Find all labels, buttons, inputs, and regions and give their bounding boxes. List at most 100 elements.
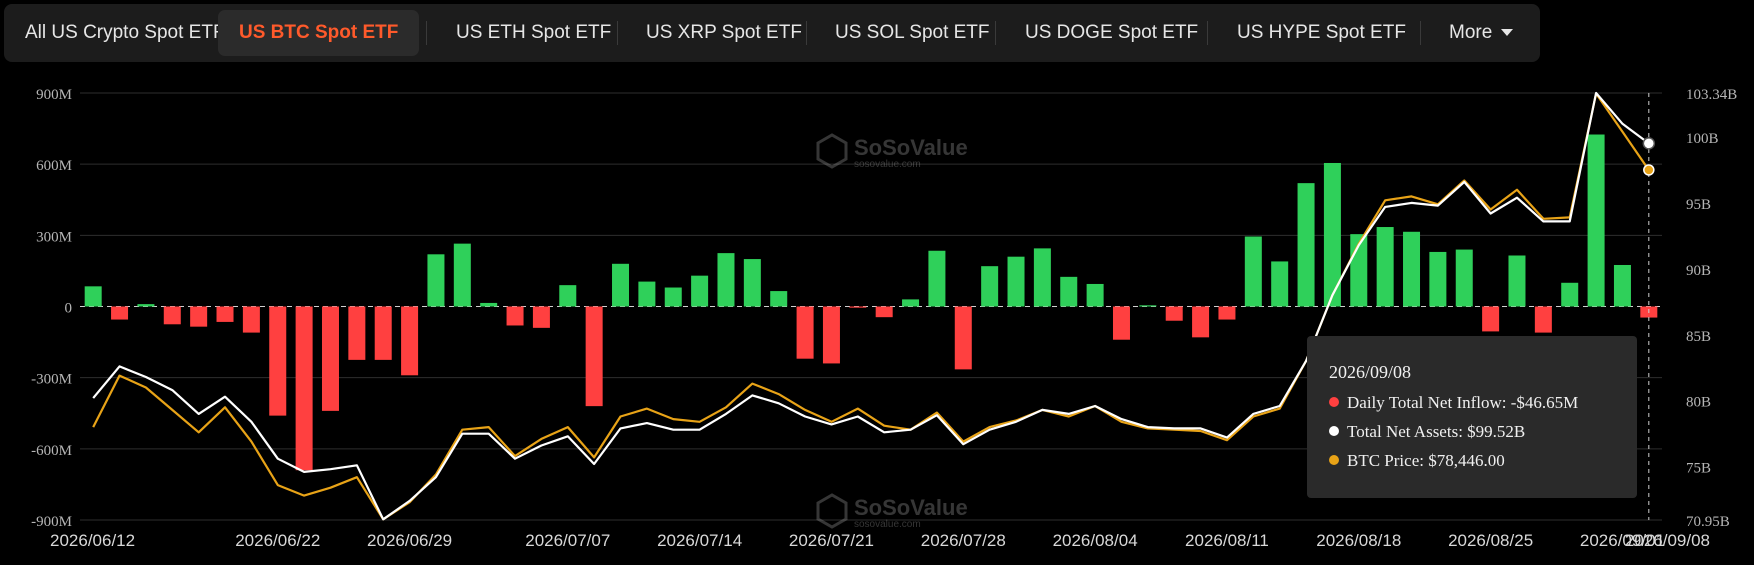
inflow-bar xyxy=(638,281,656,307)
inflow-bar xyxy=(902,299,920,307)
tab-us-eth-spot-etf[interactable]: US ETH Spot ETF xyxy=(456,22,612,43)
assets-hover-marker xyxy=(1642,137,1656,150)
inflow-bar xyxy=(981,266,999,307)
sosovalue-logo-icon xyxy=(816,493,848,529)
inflow-bar xyxy=(374,306,392,360)
left-tick-label: -600M xyxy=(31,443,72,459)
inflow-bar xyxy=(822,306,840,364)
inflow-bar xyxy=(1613,264,1631,307)
tab-divider xyxy=(1207,21,1208,45)
inflow-bar xyxy=(585,306,603,407)
right-tick-label: 75B xyxy=(1686,461,1711,477)
inflow-bar xyxy=(1033,248,1051,307)
left-tick-label: 300M xyxy=(36,229,72,245)
inflow-bar xyxy=(1587,134,1605,307)
tooltip-inflow: Daily Total Net Inflow: -$46.65M xyxy=(1347,393,1579,412)
inflow-bar xyxy=(1218,306,1236,320)
x-tick-label: 2026/07/14 xyxy=(657,531,742,550)
etf-tab-bar: All US Crypto Spot ETF US BTC Spot ETF U… xyxy=(4,4,1540,62)
right-tick-label: 70.95B xyxy=(1686,514,1730,530)
inflow-bar xyxy=(1192,306,1210,338)
inflow-bar xyxy=(1112,306,1130,340)
right-tick-label: 95B xyxy=(1686,197,1711,213)
x-tick-label: 2026/08/04 xyxy=(1053,531,1138,550)
inflow-bar xyxy=(1244,236,1262,307)
inflow-bar xyxy=(427,254,445,307)
inflow-bar xyxy=(1508,255,1526,307)
inflow-bar xyxy=(559,285,577,307)
inflow-bar xyxy=(1297,183,1315,307)
inflow-bar xyxy=(743,259,761,307)
white-dot-icon xyxy=(1329,426,1339,436)
x-tick-label: 2026/08/25 xyxy=(1448,531,1533,550)
tab-us-hype-spot-etf[interactable]: US HYPE Spot ETF xyxy=(1237,22,1406,43)
more-tab[interactable]: More xyxy=(1428,10,1534,56)
inflow-bar xyxy=(480,302,498,307)
tab-divider xyxy=(995,21,996,45)
watermark-name: SoSoValue xyxy=(854,495,968,520)
inflow-bar xyxy=(1271,261,1289,307)
inflow-bar xyxy=(348,306,366,360)
x-tick-label: 2026/06/12 xyxy=(50,531,135,550)
x-tick-label: 2026/07/07 xyxy=(525,531,610,550)
right-tick-label: 90B xyxy=(1686,263,1711,279)
sosovalue-logo-icon xyxy=(816,133,848,169)
inflow-bar xyxy=(1007,256,1025,307)
left-tick-label: -900M xyxy=(31,514,72,530)
inflow-bar xyxy=(137,304,155,307)
inflow-bar xyxy=(875,306,893,318)
tab-all-us-crypto-spot-etf[interactable]: All US Crypto Spot ETF xyxy=(25,22,225,43)
price-hover-marker xyxy=(1643,164,1655,176)
x-tick-label: 2026/06/22 xyxy=(235,531,320,550)
inflow-bar xyxy=(1086,283,1104,307)
inflow-bar xyxy=(691,275,709,307)
left-tick-label: 900M xyxy=(36,87,72,103)
tooltip-inflow-row: Daily Total Net Inflow: -$46.65M xyxy=(1329,393,1578,413)
inflow-bar xyxy=(190,306,208,327)
inflow-bar xyxy=(321,306,339,411)
inflow-bar xyxy=(1455,249,1473,307)
inflow-bar xyxy=(84,286,102,307)
inflow-bar xyxy=(111,306,129,320)
x-tick-label: 2026/09/01 xyxy=(1580,531,1665,550)
watermark-url: sosovalue.com xyxy=(854,519,921,530)
inflow-bar xyxy=(1482,306,1500,332)
left-tick-label: -300M xyxy=(31,372,72,388)
inflow-bar xyxy=(163,306,181,325)
inflow-bar xyxy=(664,287,682,307)
inflow-bar xyxy=(295,306,313,471)
tooltip-date: 2026/09/08 xyxy=(1329,362,1412,382)
inflow-bar xyxy=(1429,251,1447,307)
inflow-bar xyxy=(269,306,287,416)
inflow-bar xyxy=(1534,306,1552,333)
left-tick-label: 0 xyxy=(65,301,73,317)
tab-us-btc-spot-etf[interactable]: US BTC Spot ETF xyxy=(218,10,420,56)
tooltip-assets-row: Total Net Assets: $99.52B xyxy=(1329,422,1525,442)
red-dot-icon xyxy=(1329,397,1339,407)
btc-price-line xyxy=(92,92,1650,521)
x-tick-label: 2026/09/08 xyxy=(1625,531,1710,550)
inflow-bar xyxy=(401,306,419,376)
inflow-bar xyxy=(1561,282,1579,307)
tab-divider xyxy=(617,21,618,45)
tab-us-xrp-spot-etf[interactable]: US XRP Spot ETF xyxy=(646,22,802,43)
watermark-name: SoSoValue xyxy=(854,135,968,160)
more-label: More xyxy=(1449,22,1493,43)
right-tick-label: 103.34B xyxy=(1686,87,1737,103)
inflow-bar xyxy=(532,306,550,328)
tab-divider xyxy=(806,21,807,45)
inflow-bar xyxy=(1376,227,1394,307)
inflow-bar xyxy=(216,306,234,322)
tab-us-sol-spot-etf[interactable]: US SOL Spot ETF xyxy=(835,22,990,43)
x-tick-label: 2026/07/21 xyxy=(789,531,874,550)
inflow-bar xyxy=(1139,305,1157,307)
tab-us-doge-spot-etf[interactable]: US DOGE Spot ETF xyxy=(1025,22,1199,43)
right-tick-label: 85B xyxy=(1686,329,1711,345)
left-tick-label: 600M xyxy=(36,158,72,174)
tab-divider xyxy=(426,21,427,45)
x-tick-label: 2026/07/28 xyxy=(921,531,1006,550)
inflow-bar xyxy=(796,306,814,359)
inflow-bar xyxy=(242,306,260,333)
